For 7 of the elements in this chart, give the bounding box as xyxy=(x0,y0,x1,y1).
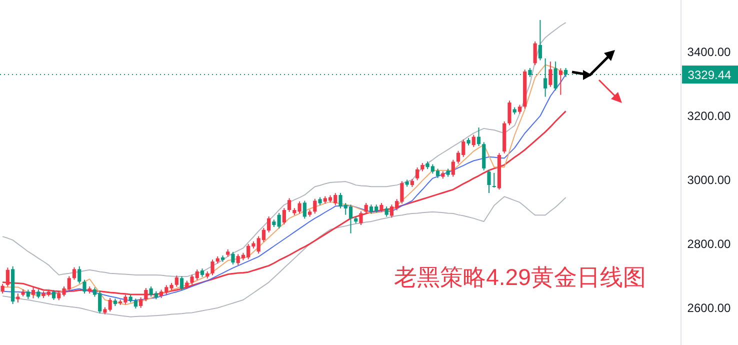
y-tick-label: 3200.00 xyxy=(687,108,732,123)
y-tick-label: 3000.00 xyxy=(687,172,732,187)
y-tick-label: 2800.00 xyxy=(687,236,732,251)
ref-line-label: 3329.44 xyxy=(688,68,732,82)
y-tick-label: 2600.00 xyxy=(687,300,732,315)
y-tick-label: 3400.00 xyxy=(687,44,732,59)
annotation: 老黑策略4.29黄金日线图 xyxy=(394,264,646,290)
